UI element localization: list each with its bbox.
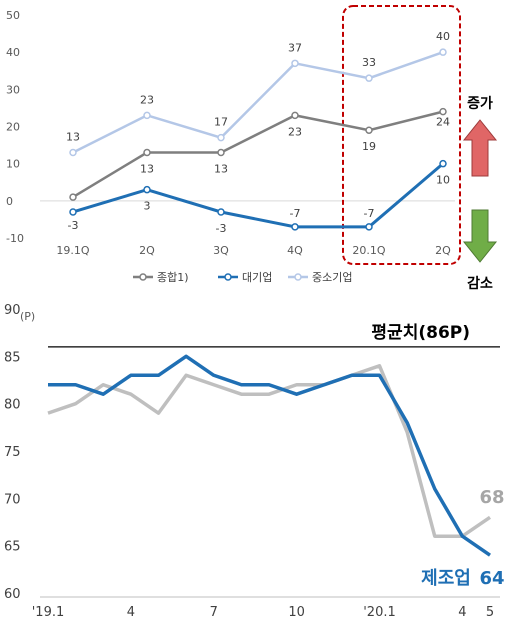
legend-label: 중소기업	[312, 271, 352, 284]
bottom-y-tick-label: 70	[4, 492, 21, 507]
top-y-tick-label: 10	[6, 158, 20, 171]
top-data-label: 23	[288, 125, 302, 138]
bottom-y-tick-label: 80	[4, 398, 21, 413]
top-data-point	[217, 133, 225, 142]
top-x-tick-label: 20.1Q	[352, 244, 385, 257]
top-series	[69, 48, 447, 231]
top-data-point	[365, 223, 373, 231]
top-data-label: 19	[362, 140, 376, 153]
bottom-y-tick-label: 85	[4, 350, 21, 365]
top-data-label: 37	[288, 41, 302, 54]
bottom-x-tick-label: '19.1	[32, 605, 65, 620]
top-x-axis: 19.1Q 2Q 3Q 4Q 20.1Q 2Q	[56, 244, 451, 257]
top-data-label: -3	[216, 222, 227, 235]
bottom-y-axis: 90 85 80 75 70 65 60	[4, 303, 21, 602]
bottom-x-tick-label: 7	[210, 605, 218, 620]
bottom-x-tick-label: 5	[486, 605, 494, 620]
top-data-point	[365, 126, 373, 134]
bottom-x-tick-label: '20.1	[363, 605, 396, 620]
top-data-point	[143, 185, 151, 194]
increase-arrow-icon	[462, 119, 498, 177]
legend-label: 종합1)	[157, 271, 189, 284]
top-data-point	[143, 111, 151, 120]
top-data-point	[291, 111, 299, 120]
top-x-tick-label: 3Q	[213, 244, 229, 257]
unit-label: (P)	[20, 310, 35, 323]
top-data-label: 24	[436, 116, 450, 129]
bottom-y-tick-label: 90	[4, 303, 21, 318]
series-name-manufacturing: 제조업	[421, 568, 471, 589]
top-data-point	[217, 148, 225, 157]
top-y-tick-label: 50	[6, 9, 20, 22]
top-data-label: 10	[436, 174, 450, 187]
bottom-series	[47, 354, 491, 557]
top-series-line	[72, 162, 444, 229]
legend-marker	[294, 273, 302, 281]
top-y-tick-label: 40	[6, 46, 20, 59]
bottom-x-tick-label: 4	[458, 605, 466, 620]
bottom-x-tick-label: 4	[127, 605, 135, 620]
manufacturing-line	[48, 354, 491, 557]
top-data-point	[365, 74, 373, 82]
top-series-line	[72, 50, 444, 154]
decrease-label: 감소	[467, 275, 493, 292]
top-data-point	[69, 208, 77, 216]
end-value-label-blue: 64	[479, 568, 504, 589]
top-x-tick-label: 4Q	[287, 244, 303, 257]
top-data-label: -3	[68, 219, 79, 232]
top-y-axis: 50 40 30 20 10 0 -10	[6, 9, 24, 245]
top-data-label: 40	[436, 30, 450, 43]
top-data-label: 13	[214, 163, 228, 176]
top-y-tick-label: 0	[6, 195, 13, 208]
top-y-tick-label: 20	[6, 121, 20, 134]
top-x-tick-label: 2Q	[435, 244, 451, 257]
bottom-y-tick-label: 75	[4, 445, 21, 460]
top-data-point	[439, 48, 447, 56]
top-x-tick-label: 19.1Q	[56, 244, 89, 257]
legend-marker	[224, 273, 232, 281]
top-data-label: 17	[214, 116, 228, 129]
top-y-tick-label: 30	[6, 83, 20, 96]
top-data-point	[291, 223, 299, 231]
bottom-chart: 90 85 80 75 70 65 60 (P) '19.1 4 7 10 '20.1 4 5 평균치(…	[4, 303, 505, 620]
top-data-point	[291, 59, 299, 68]
top-legend: 종합1) 대기업 중소기업	[133, 271, 352, 284]
top-data-label: 23	[140, 93, 154, 106]
top-data-labels: 13 13 23 19 24 -3 3 -3 -7 -7 10 13 23 17 37 33 40	[66, 30, 450, 235]
top-data-label: 3	[144, 200, 151, 213]
top-data-point	[439, 107, 447, 116]
top-data-point	[217, 208, 225, 216]
average-label: 평균치(86P)	[371, 323, 470, 343]
top-y-tick-label: -10	[6, 232, 24, 245]
top-data-label: 13	[66, 131, 80, 144]
top-x-tick-label: 2Q	[139, 244, 155, 257]
legend-marker	[139, 273, 147, 281]
comparison-line	[47, 364, 491, 538]
top-data-point	[69, 148, 77, 157]
end-value-label-gray: 68	[479, 487, 504, 508]
top-data-label: -7	[290, 207, 301, 220]
bottom-x-tick-label: 10	[288, 605, 305, 620]
top-data-label: -7	[364, 207, 375, 220]
top-series-line	[72, 110, 444, 199]
highlight-box	[342, 5, 461, 265]
bottom-y-tick-label: 60	[4, 587, 21, 602]
top-data-point	[143, 148, 151, 157]
top-chart: 50 40 30 20 10 0 -10 19.1Q 2Q 3Q 4Q 20.1Q 2Q 13 13 23…	[6, 5, 498, 292]
legend-label: 대기업	[242, 271, 272, 284]
decrease-arrow-icon	[462, 209, 498, 263]
top-data-label: 13	[140, 163, 154, 176]
top-data-label: 33	[362, 56, 376, 69]
top-data-point	[69, 193, 77, 201]
increase-label: 증가	[467, 96, 493, 112]
top-data-point	[439, 159, 447, 168]
bottom-x-axis: '19.1 4 7 10 '20.1 4 5	[32, 605, 494, 620]
bottom-y-tick-label: 65	[4, 540, 21, 555]
